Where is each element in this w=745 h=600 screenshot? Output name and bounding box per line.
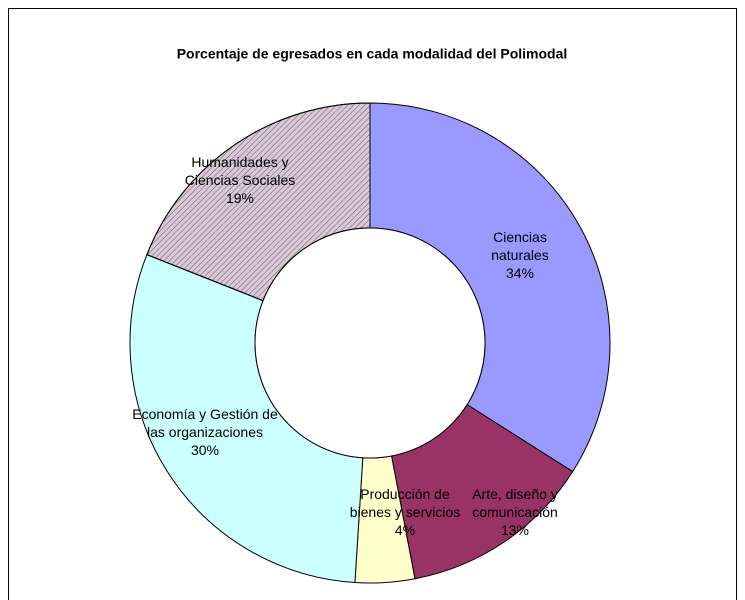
value-label: 13%: [500, 522, 530, 538]
value-label: 30%: [190, 442, 220, 458]
category-label: Economía y Gestión de las organizaciones: [132, 406, 278, 440]
wedges: [129, 102, 611, 584]
value-label: 34%: [505, 265, 535, 281]
category-label: Ciencias naturales: [491, 229, 549, 263]
data-label: Producción de bienes y servicios 4%: [345, 485, 465, 539]
category-label: Arte, diseño y comunicación: [472, 486, 558, 520]
value-label: 4%: [394, 522, 416, 538]
category-label: Humanidades y Ciencias Sociales: [184, 154, 296, 188]
data-label: Humanidades y Ciencias Sociales 19%: [175, 153, 305, 207]
chart-title: Porcentaje de egresados en cada modalida…: [177, 46, 568, 62]
donut-hole: [254, 227, 486, 459]
data-label: Economía y Gestión de las organizaciones…: [130, 405, 280, 459]
category-label: Producción de bienes y servicios: [349, 486, 461, 520]
value-label: 19%: [225, 190, 255, 206]
data-label: Ciencias naturales 34%: [470, 228, 570, 282]
data-label: Arte, diseño y comunicación 13%: [455, 485, 575, 539]
